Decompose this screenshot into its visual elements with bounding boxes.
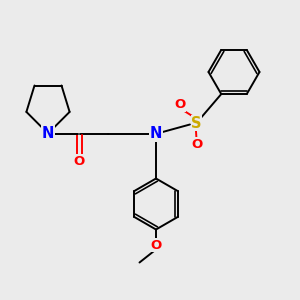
- Text: O: O: [74, 154, 85, 168]
- Text: N: N: [42, 126, 54, 141]
- Text: S: S: [191, 116, 202, 130]
- Text: N: N: [150, 126, 162, 141]
- Text: O: O: [150, 238, 162, 252]
- Text: O: O: [191, 138, 202, 151]
- Text: O: O: [174, 98, 186, 111]
